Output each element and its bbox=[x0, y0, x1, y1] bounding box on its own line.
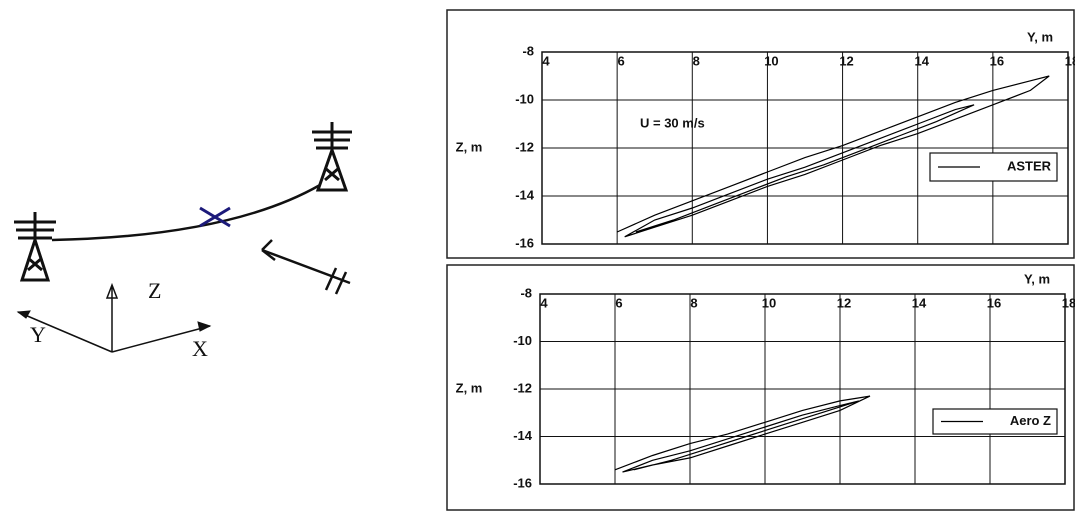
x-tick-label: 14 bbox=[914, 53, 929, 68]
wind-arrow bbox=[262, 240, 350, 294]
annotation: U = 30 m/s bbox=[640, 115, 705, 130]
x-axis-label: Y, m bbox=[1024, 271, 1050, 286]
x-tick-label: 16 bbox=[990, 53, 1004, 68]
y-tick-label: -12 bbox=[513, 380, 532, 395]
y-axis-label: Z, m bbox=[456, 139, 483, 154]
y-tick-label: -14 bbox=[513, 428, 533, 443]
x-tick-label: 10 bbox=[764, 53, 778, 68]
x-tick-label: 10 bbox=[762, 295, 776, 310]
axes bbox=[18, 285, 210, 352]
x-tick-label: 12 bbox=[837, 295, 851, 310]
x-tick-label: 14 bbox=[912, 295, 927, 310]
x-tick-label: 18 bbox=[1065, 53, 1075, 68]
axis-heads bbox=[18, 311, 210, 331]
y-tick-label: -8 bbox=[522, 43, 534, 58]
legend-label: ASTER bbox=[1007, 158, 1052, 173]
tower-right bbox=[312, 122, 352, 190]
figure: Z Y X 4 6 8 10 12 14 16 18 -8 -10 -12 -14 -16 Y, m Z, … bbox=[0, 0, 1075, 511]
y-tick-label: -10 bbox=[513, 333, 532, 348]
diagram bbox=[14, 122, 352, 352]
y-tick-label: -16 bbox=[513, 475, 532, 490]
x-tick-label: 4 bbox=[542, 53, 550, 68]
y-tick-label: -8 bbox=[520, 285, 532, 300]
x-tick-label: 18 bbox=[1062, 295, 1075, 310]
y-tick-label: -14 bbox=[515, 187, 535, 202]
axis-label: X bbox=[192, 336, 208, 361]
x-tick-label: 4 bbox=[540, 295, 548, 310]
y-axis-label: Z, m bbox=[456, 380, 483, 395]
axis-label: Z bbox=[148, 278, 161, 303]
x-tick-label: 12 bbox=[839, 53, 853, 68]
x-tick-label: 8 bbox=[690, 295, 697, 310]
x-tick-label: 16 bbox=[987, 295, 1001, 310]
y-tick-label: -16 bbox=[515, 235, 534, 250]
chart-frame bbox=[447, 10, 1074, 258]
y-tick-label: -10 bbox=[515, 91, 534, 106]
axis-label: Y bbox=[30, 322, 46, 347]
tower-left bbox=[14, 212, 56, 280]
x-tick-label: 6 bbox=[615, 295, 622, 310]
legend-label: Aero Z bbox=[1010, 413, 1051, 428]
x-tick-label: 6 bbox=[618, 53, 625, 68]
y-tick-label: -12 bbox=[515, 139, 534, 154]
x-tick-label: 8 bbox=[693, 53, 700, 68]
x-axis-label: Y, m bbox=[1027, 29, 1053, 44]
cable bbox=[52, 185, 320, 240]
